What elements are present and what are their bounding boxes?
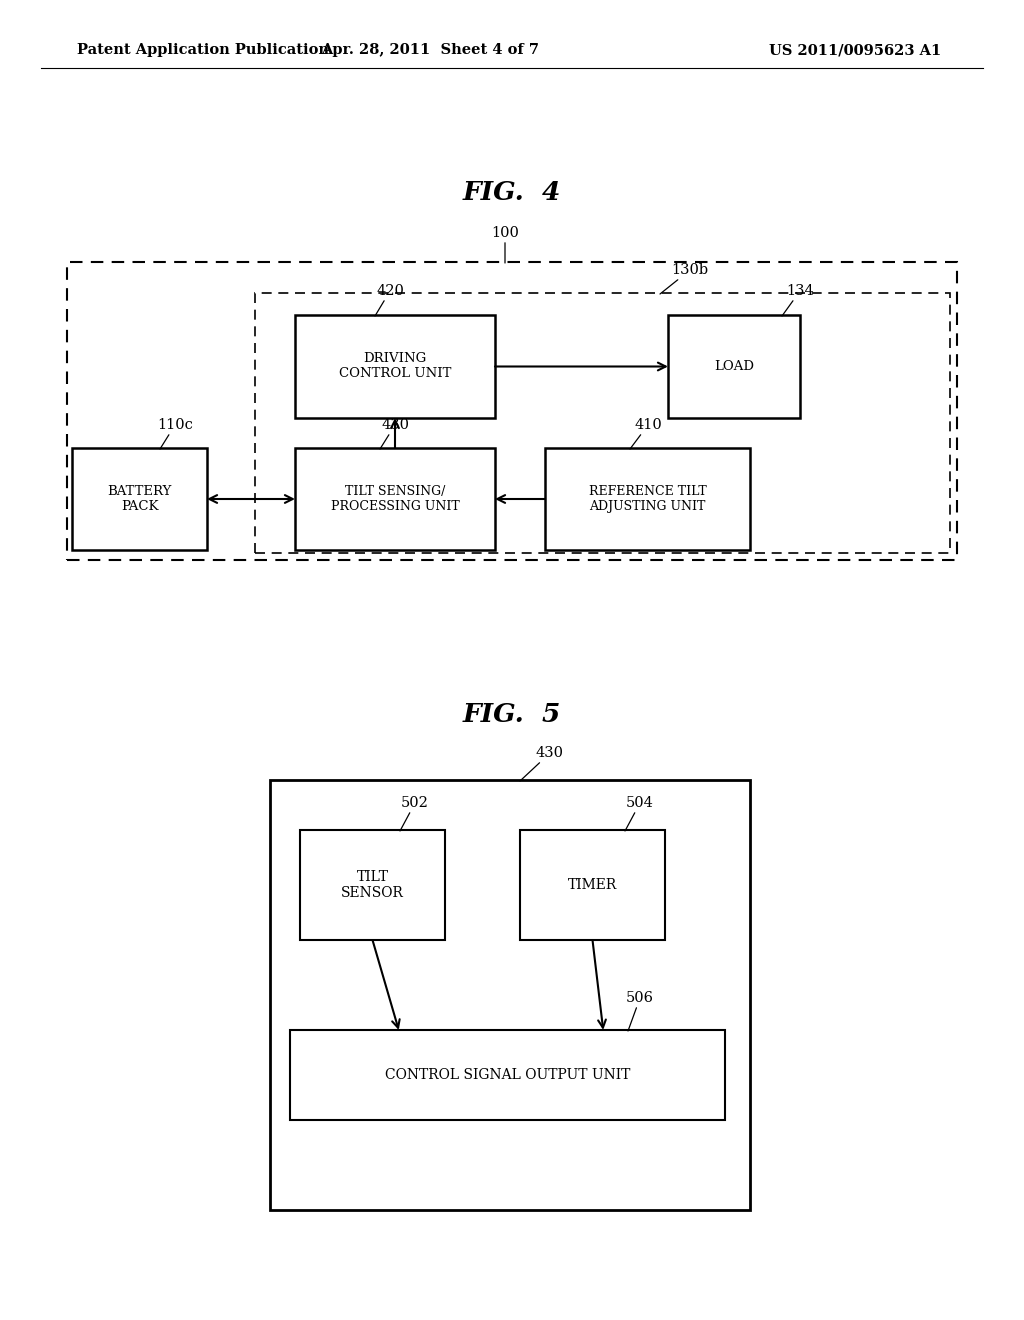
Text: TILT
SENSOR: TILT SENSOR: [341, 870, 403, 900]
Text: 100: 100: [492, 226, 519, 263]
Bar: [545, 447, 750, 550]
Text: 502: 502: [400, 796, 429, 832]
Text: 504: 504: [625, 796, 654, 832]
Bar: [668, 315, 800, 418]
Text: FIG.  4: FIG. 4: [463, 181, 561, 206]
Text: 430: 430: [380, 418, 409, 449]
Text: Apr. 28, 2011  Sheet 4 of 7: Apr. 28, 2011 Sheet 4 of 7: [322, 44, 539, 57]
Text: FIG.  5: FIG. 5: [463, 702, 561, 727]
Text: 430: 430: [520, 746, 564, 781]
Text: 420: 420: [375, 284, 403, 315]
Text: TILT SENSING/
PROCESSING UNIT: TILT SENSING/ PROCESSING UNIT: [331, 484, 460, 513]
Bar: [67, 261, 957, 560]
Text: 506: 506: [626, 991, 654, 1031]
Text: CONTROL SIGNAL OUTPUT UNIT: CONTROL SIGNAL OUTPUT UNIT: [385, 1068, 630, 1082]
Text: US 2011/0095623 A1: US 2011/0095623 A1: [769, 44, 941, 57]
Text: 110c: 110c: [157, 418, 193, 449]
Text: Patent Application Publication: Patent Application Publication: [77, 44, 329, 57]
Text: 130b: 130b: [660, 263, 709, 294]
Text: 134: 134: [782, 284, 814, 315]
Bar: [255, 293, 950, 553]
Text: DRIVING
CONTROL UNIT: DRIVING CONTROL UNIT: [339, 352, 452, 380]
Bar: [72, 447, 207, 550]
Bar: [300, 830, 445, 940]
Text: BATTERY
PACK: BATTERY PACK: [108, 484, 172, 513]
Text: TIMER: TIMER: [568, 878, 617, 892]
Bar: [290, 1030, 725, 1119]
Bar: [270, 780, 750, 1210]
Text: LOAD: LOAD: [714, 360, 754, 374]
Bar: [295, 447, 495, 550]
Bar: [520, 830, 665, 940]
Text: 410: 410: [630, 418, 662, 449]
Text: REFERENCE TILT
ADJUSTING UNIT: REFERENCE TILT ADJUSTING UNIT: [589, 484, 707, 513]
Bar: [295, 315, 495, 418]
